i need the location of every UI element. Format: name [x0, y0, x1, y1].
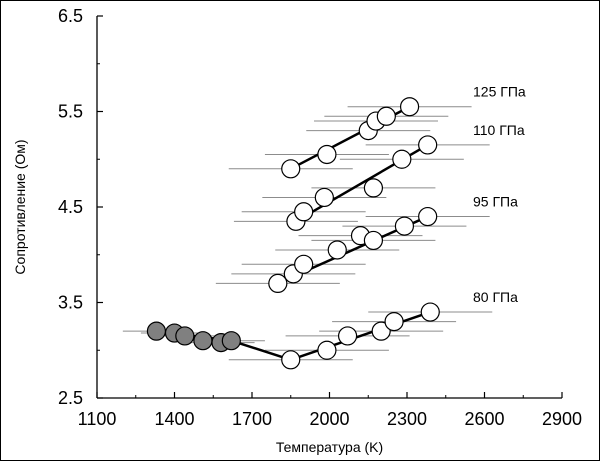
data-point: [418, 206, 438, 227]
y-axis-title: Сопротивление (Ом): [12, 139, 28, 274]
y-ticks: 2.5 3.5 4.5 5.5 6.5: [58, 6, 103, 408]
x-tick-label: 1400: [154, 409, 194, 429]
x-axis-title: Температура (K): [276, 439, 383, 455]
series-label: 80 ГПа: [473, 289, 518, 305]
data-point-filled: [221, 331, 241, 351]
data-point: [327, 240, 347, 260]
x-ticks: 1100 1400 1700 2000 2300 2600 2900: [78, 392, 582, 429]
series-label: 95 ГПа: [473, 194, 518, 210]
x-tick-label: 2600: [464, 409, 504, 429]
data-point: [363, 178, 384, 198]
y-tick-label: 4.5: [58, 197, 83, 217]
data-point: [394, 216, 415, 236]
series-labels: 125 ГПа 110 ГПа 95 ГПа 80 ГПа: [473, 84, 526, 305]
x-tick-label: 2900: [542, 409, 582, 429]
data-point-filled: [175, 326, 195, 346]
data-point: [392, 149, 412, 169]
y-tick-label: 6.5: [58, 6, 83, 26]
data-point: [317, 144, 337, 165]
series-label: 110 ГПа: [473, 122, 525, 138]
data-point: [418, 135, 438, 155]
data-point: [281, 159, 301, 179]
data-point: [317, 340, 337, 360]
data-point: [294, 202, 314, 222]
y-tick-label: 3.5: [58, 293, 83, 313]
x-tick-label: 2000: [309, 409, 349, 429]
data-point: [281, 350, 301, 370]
data-point: [268, 273, 288, 293]
series-label: 125 ГПа: [473, 84, 526, 100]
data-point: [399, 97, 420, 117]
data-point: [363, 230, 384, 251]
data-points: [146, 97, 440, 370]
data-point: [376, 106, 396, 126]
data-point-filled: [193, 331, 213, 351]
data-point: [314, 187, 334, 208]
data-point-filled: [146, 321, 167, 341]
y-tick-label: 5.5: [58, 102, 83, 122]
x-tick-label: 1700: [232, 409, 272, 429]
x-tick-label: 2300: [387, 409, 427, 429]
data-point: [371, 321, 391, 341]
data-point: [337, 326, 358, 346]
y-tick-label: 2.5: [58, 388, 83, 408]
data-point: [384, 312, 404, 332]
x-tick-label: 1100: [78, 409, 117, 429]
data-point: [294, 254, 314, 274]
data-point: [420, 302, 440, 322]
